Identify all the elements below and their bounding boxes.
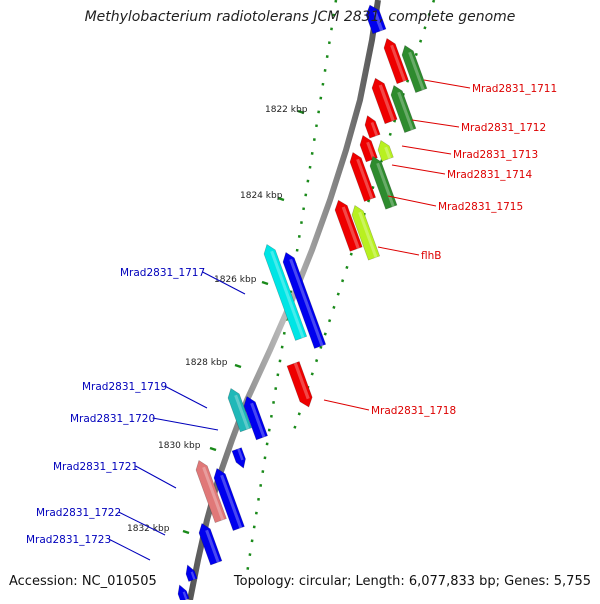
label-leader bbox=[402, 146, 451, 154]
accession-text: Accession: NC_010505 bbox=[9, 574, 157, 589]
outer-guide-dash bbox=[312, 373, 313, 375]
outer-guide-dash bbox=[433, 0, 434, 2]
outer-guide-dash bbox=[347, 266, 348, 268]
outer-guide-dash bbox=[390, 133, 391, 135]
label-leader bbox=[324, 400, 369, 410]
genes bbox=[175, 3, 427, 600]
scale-tick-label: 1824 kbp bbox=[240, 191, 283, 201]
scale-tick-label: 1832 kbp bbox=[127, 524, 170, 534]
gene-label[interactable]: flhB bbox=[421, 250, 441, 262]
gene-label[interactable]: Mrad2831_1717 bbox=[120, 267, 205, 279]
gene-label[interactable]: Mrad2831_1718 bbox=[371, 405, 456, 417]
label-leader bbox=[165, 386, 207, 408]
scale-tick-label: 1828 kbp bbox=[185, 358, 228, 368]
outer-guide-dash bbox=[325, 333, 326, 335]
gene-label[interactable]: Mrad2831_1721 bbox=[53, 461, 138, 473]
label-leader bbox=[109, 539, 150, 560]
outer-guide-dash bbox=[329, 319, 330, 321]
scale-tick-mark bbox=[235, 365, 241, 367]
topology-summary: Topology: circular; Length: 6,077,833 bp… bbox=[234, 574, 591, 589]
gene-label[interactable]: Mrad2831_1723 bbox=[26, 534, 111, 546]
outer-guide-dash bbox=[334, 306, 335, 308]
page-title: Methylobacterium radiotolerans JCM 2831,… bbox=[0, 9, 600, 25]
outer-guide-dash bbox=[316, 359, 317, 361]
outer-guide-dash bbox=[299, 413, 300, 415]
outer-guide-dash bbox=[338, 293, 339, 295]
scale-tick-label: 1826 kbp bbox=[214, 275, 257, 285]
scale-tick-mark bbox=[262, 282, 268, 284]
gene-dark-green bbox=[367, 154, 397, 209]
label-leader bbox=[378, 247, 419, 255]
outer-guide-dash bbox=[342, 280, 343, 282]
gene-red bbox=[287, 362, 315, 410]
scale-tick-label: 1830 kbp bbox=[158, 441, 201, 451]
outer-guide-dash bbox=[420, 40, 421, 42]
gene-light-green bbox=[375, 138, 393, 161]
scale-tick-label: 1822 kbp bbox=[265, 105, 308, 115]
scale-tick-mark bbox=[210, 448, 216, 450]
scale-tick-mark bbox=[183, 531, 189, 533]
label-leader bbox=[412, 120, 459, 127]
gene-blue bbox=[232, 448, 248, 470]
label-leader bbox=[392, 165, 445, 174]
gene-label[interactable]: Mrad2831_1719 bbox=[82, 381, 167, 393]
outer-guide-dash bbox=[351, 253, 352, 255]
gene-label[interactable]: Mrad2831_1714 bbox=[447, 169, 532, 181]
gene-label[interactable]: Mrad2831_1722 bbox=[36, 507, 121, 519]
gene-blue bbox=[175, 583, 189, 600]
outer-guide-dash bbox=[425, 27, 426, 29]
gene-red bbox=[362, 114, 380, 138]
gene-label[interactable]: Mrad2831_1720 bbox=[70, 413, 155, 425]
gene-label[interactable]: Mrad2831_1712 bbox=[461, 122, 546, 134]
outer-guide-dash bbox=[416, 53, 417, 55]
label-leader bbox=[424, 80, 470, 88]
gene-label[interactable]: Mrad2831_1713 bbox=[453, 149, 538, 161]
label-leader bbox=[136, 466, 176, 488]
outer-guide-dash bbox=[295, 426, 296, 428]
label-leader bbox=[153, 418, 218, 430]
gene-label[interactable]: Mrad2831_1715 bbox=[438, 201, 523, 213]
gene-label[interactable]: Mrad2831_1711 bbox=[472, 83, 557, 95]
